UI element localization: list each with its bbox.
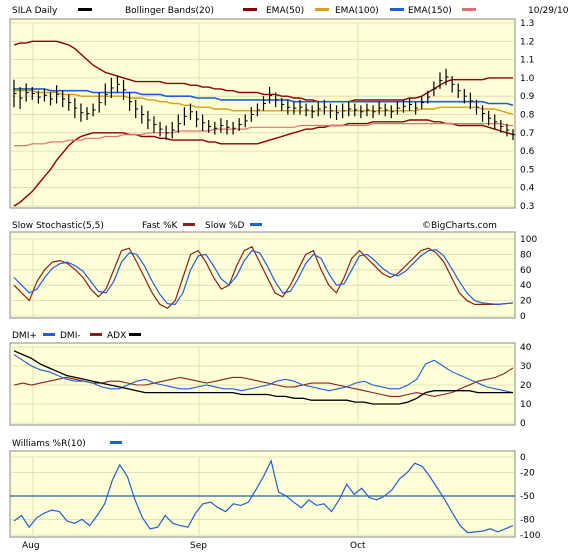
legend-swatch-dmi-plus <box>43 333 55 336</box>
stochastic-y-tick-labels: 100 80 60 40 20 0 <box>520 235 537 322</box>
y-tick-label: -20 <box>520 469 535 479</box>
legend-swatch-williams <box>110 441 122 444</box>
y-tick-label: 60 <box>520 266 532 276</box>
williams-r-line <box>13 459 514 534</box>
y-tick-label: 0.3 <box>520 202 534 212</box>
legend-swatch-dmi-minus <box>90 333 102 336</box>
legend-sila-daily: SILA Daily <box>12 6 58 16</box>
legend-slow-d: Slow %D <box>205 221 244 231</box>
legend-swatch-ema50 <box>315 8 329 11</box>
dmi-plot-area <box>9 342 516 426</box>
stochastic-gridlines <box>10 238 515 317</box>
dmi-y-tick-labels: 40 30 20 10 0 <box>520 343 532 429</box>
legend-swatch-slow-d <box>250 223 262 226</box>
legend-ema150: EMA(150) <box>408 6 452 16</box>
y-tick-label: 0 <box>520 312 526 322</box>
price-y-tick-labels: 1.3 1.2 1.1 1.0 0.9 0.8 0.7 0.6 0.5 0.4 0.3 <box>520 19 535 212</box>
y-tick-label: 40 <box>520 343 532 353</box>
legend-fast-k: Fast %K <box>142 221 178 231</box>
y-tick-label: 10 <box>520 400 532 410</box>
y-tick-label: 20 <box>520 297 532 307</box>
y-tick-label: 0 <box>520 453 526 463</box>
y-tick-label: 30 <box>520 362 532 372</box>
x-tick-aug: Aug <box>22 541 40 551</box>
legend-williams: Williams %R(10) <box>12 439 86 449</box>
legend-dmi-plus: DMI+ <box>12 331 37 341</box>
y-tick-label: 1.2 <box>520 37 534 47</box>
legend-ema50: EMA(50) <box>266 6 304 16</box>
y-tick-label: 0.8 <box>520 111 535 121</box>
y-tick-label: 0.9 <box>520 92 535 102</box>
x-tick-sep: Sep <box>190 541 207 551</box>
ema150-line <box>14 122 513 147</box>
y-tick-label: 0.6 <box>520 147 535 157</box>
fast-k-line <box>13 245 514 310</box>
price-ohlc-bars <box>13 68 516 141</box>
x-tick-oct: Oct <box>350 541 366 551</box>
chart-date: 10/29/10 <box>528 6 569 16</box>
bigcharts-watermark: ©BigCharts.com <box>422 221 497 231</box>
legend-swatch-bollinger <box>243 8 257 11</box>
dmi-minus-line <box>13 367 514 397</box>
slow-d-line <box>13 249 514 306</box>
dmi-plus-line <box>13 354 514 394</box>
legend-dmi-minus: DMI- <box>60 331 81 341</box>
y-tick-label: 1.3 <box>520 19 534 29</box>
adx-line <box>13 350 513 405</box>
bollinger-lower-line <box>13 119 514 207</box>
y-tick-label: 20 <box>520 381 532 391</box>
legend-swatch-ema100 <box>390 8 404 11</box>
price-plot-area <box>9 18 516 209</box>
y-tick-label: 40 <box>520 281 532 291</box>
y-tick-label: -80 <box>520 515 535 525</box>
legend-ema100: EMA(100) <box>335 6 379 16</box>
x-axis-month-labels: Aug Sep Oct <box>22 541 366 551</box>
williams-y-tick-labels: 0 -20 -50 -80 -100 <box>520 453 541 541</box>
legend-slow-stochastic: Slow Stochastic(5,5) <box>12 221 104 231</box>
legend-swatch-ema150 <box>462 8 476 11</box>
stochastic-plot-area <box>9 231 516 319</box>
y-tick-label: 0 <box>520 419 526 429</box>
y-tick-label: 1.1 <box>520 56 534 66</box>
legend-swatch-fast-k <box>183 223 195 226</box>
legend-swatch-adx <box>129 333 141 336</box>
dmi-panel: 40 30 20 10 0 DMI+ DMI- ADX <box>9 331 532 429</box>
stochastic-panel: 100 80 60 40 20 0 Slow Stochastic(5,5) Fast %… <box>9 221 537 322</box>
legend-swatch-sila <box>78 8 92 11</box>
dmi-gridlines <box>10 346 515 424</box>
bollinger-upper-line <box>13 40 513 103</box>
y-tick-label: 80 <box>520 250 532 260</box>
y-tick-label: 1.0 <box>520 74 535 84</box>
y-tick-label: 0.7 <box>520 129 534 139</box>
williams-plot-area <box>9 450 516 538</box>
legend-bollinger: Bollinger Bands(20) <box>125 6 214 16</box>
stochastic-series-group <box>13 245 514 310</box>
dmi-series-group <box>13 350 514 405</box>
y-tick-label: -50 <box>520 492 535 502</box>
williams-series-group <box>10 459 515 534</box>
y-tick-label: 0.4 <box>520 184 535 194</box>
y-tick-label: 100 <box>520 235 537 245</box>
y-tick-label: 0.5 <box>520 165 534 175</box>
y-tick-label: -100 <box>520 531 541 541</box>
williams-panel: 0 -20 -50 -80 -100 Williams %R(10) <box>9 439 541 541</box>
legend-adx: ADX <box>107 331 126 341</box>
